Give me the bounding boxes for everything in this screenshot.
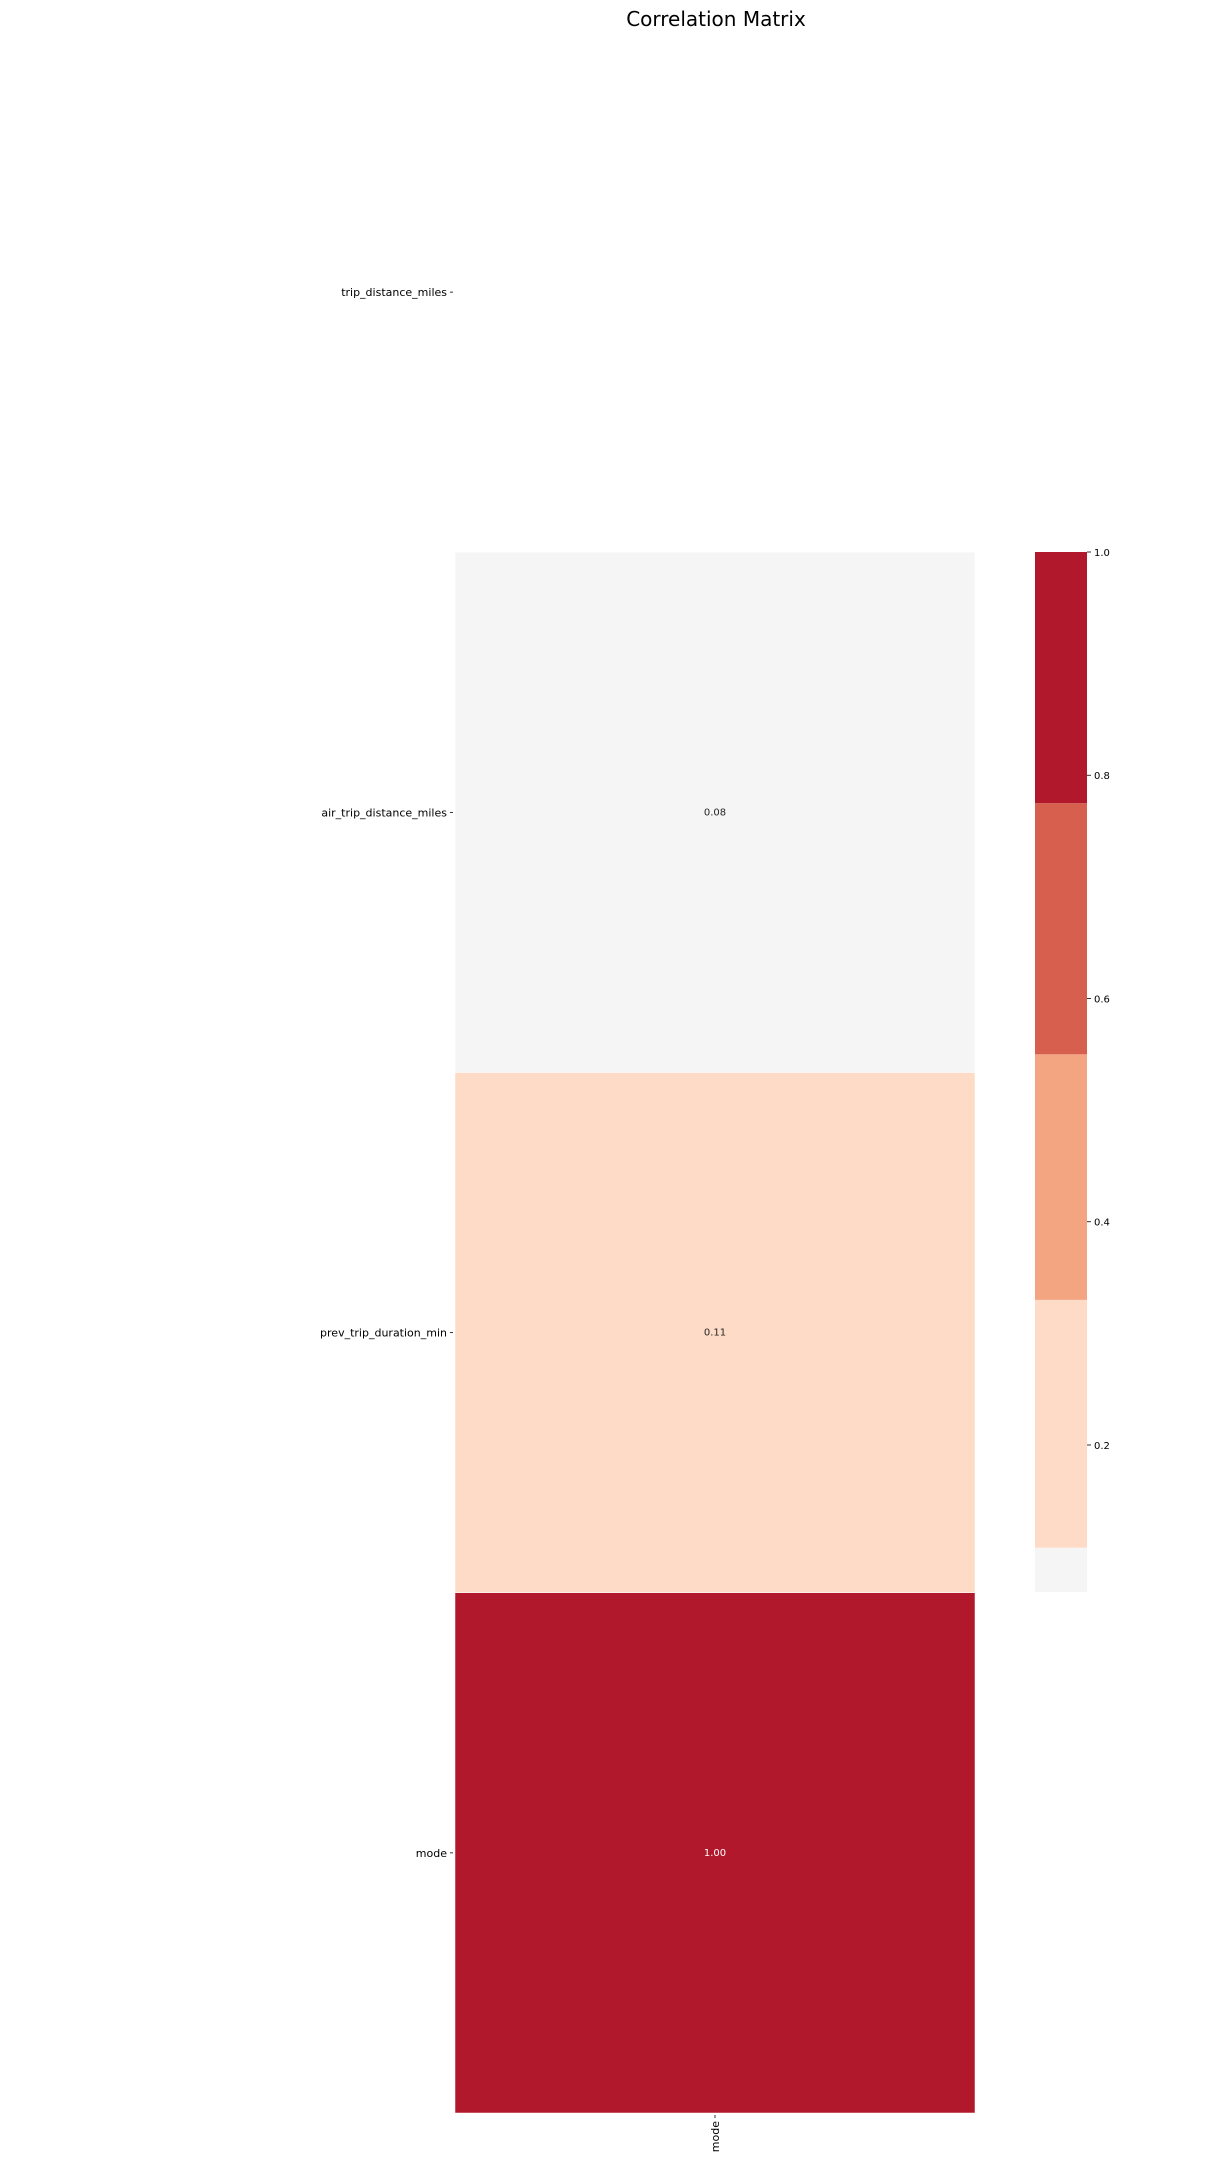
cell-annotation-air-trip-distance-miles: 0.08 <box>704 807 726 818</box>
y-tick-label-trip-distance-miles: trip_distance_miles <box>341 286 447 299</box>
colorbar-band-3 <box>1035 1054 1087 1300</box>
colorbar-tick-label: 0.6 <box>1094 994 1110 1005</box>
heatmap-cell-trip-distance-miles-mode <box>455 32 975 553</box>
colorbar-tick-label: 0.2 <box>1094 1441 1110 1452</box>
y-tick-label-prev-trip-duration-min: prev_trip_duration_min <box>320 1327 447 1340</box>
colorbar-band-2 <box>1035 1299 1087 1548</box>
colorbar: 0.2 0.4 0.6 0.8 1.0 <box>1035 548 1110 1592</box>
heatmap-cell-mode-mode <box>454 1592 976 2114</box>
colorbar-band-1 <box>1035 1547 1087 1592</box>
colorbar-tick-label: 0.8 <box>1094 771 1110 782</box>
y-axis: trip_distance_miles air_trip_distance_mil… <box>320 286 453 1860</box>
colorbar-tick-label: 1.0 <box>1094 548 1110 559</box>
cell-annotation-mode: 1.00 <box>704 1848 726 1859</box>
colorbar-tick-label: 0.4 <box>1094 1218 1110 1229</box>
chart-title: Correlation Matrix <box>626 7 806 31</box>
y-tick-label-air-trip-distance-miles: air_trip_distance_miles <box>321 806 447 819</box>
heatmap-cells: 0.08 0.11 1.00 <box>454 32 976 2114</box>
colorbar-band-5 <box>1035 552 1087 804</box>
x-tick-label-mode: mode <box>709 2121 722 2152</box>
cell-annotation-prev-trip-duration-min: 0.11 <box>704 1328 726 1339</box>
y-tick-label-mode: mode <box>416 1847 447 1860</box>
x-axis: mode <box>709 2115 722 2152</box>
heatmap-cell-prev-trip-duration-min-mode <box>454 1072 976 1593</box>
heatmap-cell-air-trip-distance-miles-mode <box>454 552 976 1073</box>
colorbar-band-4 <box>1035 803 1087 1055</box>
